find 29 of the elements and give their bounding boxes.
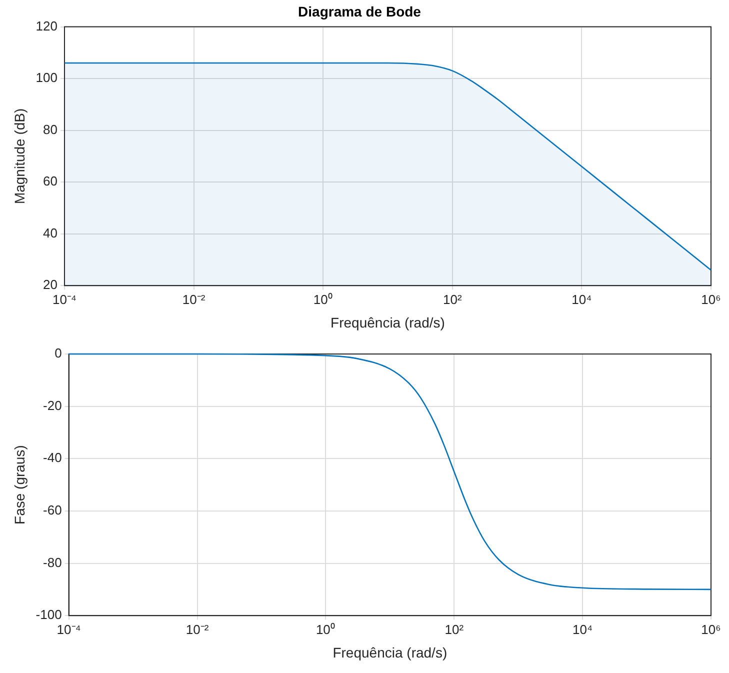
y-tick-label: 0	[54, 346, 62, 361]
chart-title: Diagrama de Bode	[298, 3, 422, 20]
y-tick-label: -40	[43, 450, 62, 466]
y-axis-title: Magnitude (dB)	[11, 108, 28, 204]
x-tick-label: 10⁻²	[186, 622, 210, 637]
y-tick-label: 20	[43, 277, 58, 292]
x-tick-label: 10⁴	[572, 622, 593, 637]
x-tick-label: 10²	[443, 292, 462, 307]
x-axis-title: Frequência (rad/s)	[332, 644, 448, 660]
y-tick-label: -60	[43, 502, 62, 518]
x-tick-label: 10⁴	[572, 292, 592, 307]
y-tick-label: 60	[43, 174, 58, 189]
x-tick-label: 10⁻²	[182, 292, 206, 307]
x-axis-title: Frequência (rad/s)	[330, 314, 445, 330]
y-tick-label: -80	[43, 554, 62, 570]
y-tick-label: 40	[43, 225, 58, 240]
y-axis-title: Fase (graus)	[11, 445, 28, 524]
y-tick-label: -20	[43, 398, 62, 413]
y-tick-label: -100	[36, 607, 62, 622]
y-tick-label: 80	[43, 122, 58, 137]
y-tick-label: 120	[36, 18, 58, 34]
x-tick-label: 10⁶	[701, 622, 721, 637]
x-tick-label: 10²	[444, 622, 464, 637]
x-tick-label: 10⁶	[701, 292, 721, 307]
x-tick-label: 10⁰	[313, 292, 333, 307]
x-tick-label: 10⁰	[316, 622, 336, 637]
x-tick-label: 10⁻⁴	[56, 622, 81, 637]
y-tick-label: 100	[36, 70, 58, 86]
x-tick-label: 10⁻⁴	[52, 292, 77, 307]
